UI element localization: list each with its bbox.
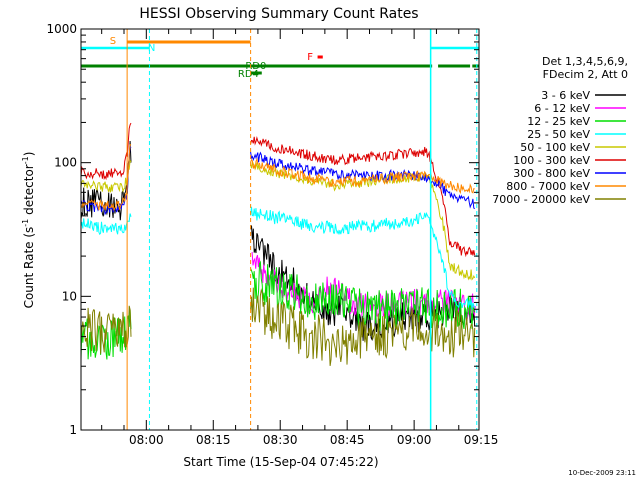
y-label-sup2: -1 (21, 156, 30, 164)
chart-title: HESSI Observing Summary Count Rates (139, 6, 418, 22)
legend-label-2: 12 - 25 keV (527, 115, 590, 128)
boundary-lines (126, 29, 478, 430)
y-tick-label: 100 (54, 156, 77, 170)
legend-label-3: 25 - 50 keV (527, 128, 590, 141)
x-tick-label: 09:00 (397, 433, 432, 447)
y-axis-label: Count Rate (s-1 detector-1) (21, 152, 36, 309)
series-line-7-0 (80, 144, 132, 211)
x-axis: 08:00 08:15 08:30 08:45 09:00 09:15 (101, 29, 499, 447)
series-line-4-0 (80, 159, 132, 193)
band-label-rd4: RD4 (238, 69, 259, 80)
band-label-s: S (110, 36, 116, 47)
x-tick-label: 08:00 (129, 433, 164, 447)
y-label-mid: detector (22, 164, 36, 219)
series-line-2-1 (250, 260, 476, 331)
x-tick-label: 08:45 (330, 433, 365, 447)
y-label-end: ) (22, 152, 36, 157)
series-line-3-0 (80, 213, 132, 236)
series-line-8-0 (80, 305, 132, 354)
legend-label-0: 3 - 6 keV (541, 89, 590, 102)
legend: Det 1,3,4,5,6,9, FDecim 2, Att 0 3 - 6 k… (492, 55, 628, 206)
legend-header-line-2: FDecim 2, Att 0 (543, 68, 628, 81)
legend-label-8: 7000 - 20000 keV (492, 193, 590, 206)
band-label-rd0: RD0 (245, 61, 266, 72)
band-label-n: N (148, 43, 155, 54)
series-layer (80, 122, 476, 366)
series-line-3-1 (250, 206, 476, 310)
y-tick-label: 1 (69, 423, 77, 437)
y-tick-label: 1000 (46, 22, 77, 36)
series-line-6-0 (80, 145, 132, 216)
x-tick-label: 09:15 (464, 433, 499, 447)
series-line-7-1 (250, 157, 475, 195)
series-line-6-1 (250, 151, 476, 210)
legend-label-1: 6 - 12 keV (534, 102, 590, 115)
x-tick-label: 08:15 (196, 433, 231, 447)
legend-label-6: 300 - 800 keV (513, 167, 590, 180)
x-axis-label: Start Time (15-Sep-04 07:45:22) (183, 455, 378, 469)
y-label-base: Count Rate (s (22, 227, 36, 309)
timestamp: 10-Dec-2009 23:11 (568, 469, 636, 477)
x-tick-label: 08:30 (263, 433, 298, 447)
y-axis: 1 10 100 1000 (46, 22, 479, 437)
y-label-sup1: -1 (21, 219, 30, 227)
series-line-5-0 (80, 122, 132, 181)
series-line-2-0 (80, 309, 132, 360)
series-line-8-1 (250, 287, 476, 366)
legend-label-5: 100 - 300 keV (513, 154, 590, 167)
legend-label-7: 800 - 7000 keV (506, 180, 590, 193)
band-label-f: F (307, 52, 313, 63)
legend-label-4: 50 - 100 keV (520, 141, 590, 154)
legend-header-line-1: Det 1,3,4,5,6,9, (542, 55, 628, 68)
y-tick-label: 10 (62, 289, 77, 303)
